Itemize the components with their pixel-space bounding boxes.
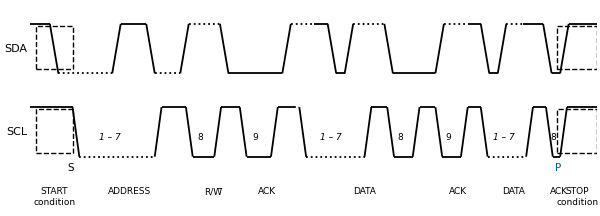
Text: ACK: ACK: [550, 187, 568, 197]
Text: START
condition: START condition: [33, 187, 75, 207]
Text: R/W̅: R/W̅: [204, 187, 222, 197]
Text: SDA: SDA: [4, 44, 27, 54]
Bar: [557, 109, 597, 153]
Text: 8: 8: [197, 133, 203, 142]
Text: ACK: ACK: [449, 187, 467, 197]
Text: DATA: DATA: [502, 187, 525, 197]
Text: 1 – 7: 1 – 7: [493, 133, 514, 142]
Text: S: S: [68, 163, 74, 173]
Text: 1 – 7: 1 – 7: [320, 133, 341, 142]
Text: 9: 9: [446, 133, 451, 142]
Text: ACK: ACK: [257, 187, 276, 197]
Text: 8: 8: [397, 133, 403, 142]
Bar: [35, 26, 73, 70]
Text: P: P: [556, 163, 562, 173]
Text: 8: 8: [550, 133, 556, 142]
Bar: [35, 109, 73, 153]
Bar: [557, 26, 597, 70]
Text: DATA: DATA: [353, 187, 376, 197]
Text: STOP
condition: STOP condition: [556, 187, 598, 207]
Text: 9: 9: [253, 133, 259, 142]
Text: 1 – 7: 1 – 7: [98, 133, 120, 142]
Text: ADDRESS: ADDRESS: [107, 187, 151, 197]
Text: SCL: SCL: [6, 127, 27, 137]
